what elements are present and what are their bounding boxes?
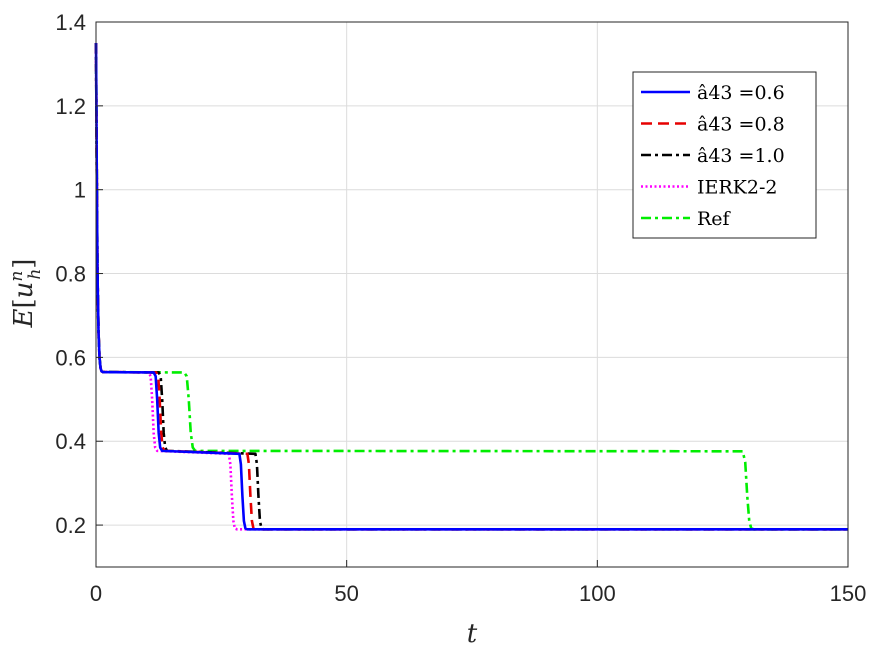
x-tick-label: 50 [334,581,358,606]
y-tick-label: 0.8 [55,262,86,287]
ticks: 0 50 100 150 0.2 0.4 0.6 0.8 1 1.2 1.4 [55,10,866,606]
x-axis-label: t [467,619,478,649]
svg-text:E[unh]: E[unh] [7,259,45,329]
legend-label: â43 =0.8 [697,114,785,136]
legend-label: Ref [697,208,732,230]
y-axis-label: E[unh] [7,259,45,329]
plot-frame [95,21,849,568]
y-tick-label: 0.4 [55,429,86,454]
series-line--43-0-6 [94,42,848,531]
legend-label: â43 =1.0 [697,145,785,167]
series-layer [94,42,848,531]
y-tick-label: 0.6 [55,345,86,370]
legend-label: â43 =0.6 [697,82,785,104]
legend-label: IERK2-2 [697,177,777,199]
x-tick-label: 0 [90,581,102,606]
legend: â43 =0.6 â43 =0.8 â43 =1.0 IERK2-2 Ref [632,71,817,239]
y-tick-label: 1 [74,178,86,203]
y-tick-label: 1.2 [55,94,86,119]
y-tick-label: 0.2 [55,513,86,538]
y-tick-label: 1.4 [55,10,86,35]
x-tick-label: 150 [830,581,867,606]
x-tick-label: 100 [579,581,616,606]
